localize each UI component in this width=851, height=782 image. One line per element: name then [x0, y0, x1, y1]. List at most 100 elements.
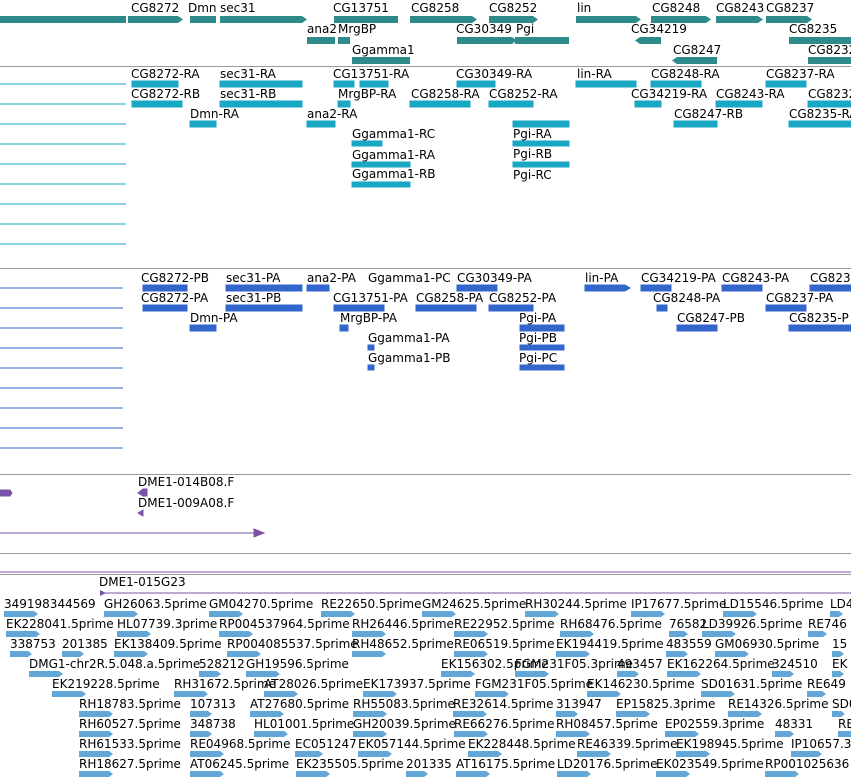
transcript-label[interactable]: lin-RA: [577, 67, 612, 81]
bac-clone[interactable]: [253, 528, 266, 538]
protein-label[interactable]: CG8272-PB: [141, 271, 210, 285]
est-label[interactable]: EK235505.5prime: [296, 757, 404, 771]
gene-bar[interactable]: [410, 16, 477, 23]
est-label[interactable]: EK138409.5prime: [114, 637, 222, 651]
est-arrow[interactable]: [666, 651, 688, 657]
est-label[interactable]: 348738: [190, 717, 236, 731]
est-label[interactable]: EK057144.5prime: [358, 737, 466, 751]
est-arrow[interactable]: [190, 751, 224, 757]
est-label[interactable]: RH26446.5prime: [352, 617, 454, 631]
gene-bar[interactable]: [0, 16, 126, 23]
est-label[interactable]: 313947: [556, 697, 602, 711]
gene-label[interactable]: CG8258: [411, 1, 460, 15]
gene-bar[interactable]: [651, 16, 711, 23]
est-arrow[interactable]: [475, 691, 509, 697]
gene-label[interactable]: CG8243: [716, 1, 765, 15]
est-arrow[interactable]: [209, 611, 243, 617]
est-arrow[interactable]: [454, 731, 488, 737]
est-label[interactable]: RE04968.5prime: [190, 737, 291, 751]
transcript-label[interactable]: CG8272-RA: [131, 67, 200, 81]
gene-label[interactable]: Dmn: [188, 1, 217, 15]
transcript-label[interactable]: CG13751-RA: [333, 67, 410, 81]
gene-bar[interactable]: [635, 37, 661, 44]
protein-label[interactable]: sec31-PA: [226, 271, 281, 285]
est-arrow[interactable]: [199, 671, 221, 677]
est-arrow[interactable]: [79, 731, 113, 737]
est-label[interactable]: RH61533.5prime: [79, 737, 181, 751]
est-label[interactable]: RH31672.5prime: [174, 677, 276, 691]
transcript-label[interactable]: ana2-RA: [307, 107, 358, 121]
est-clone-label[interactable]: DME1-015G23: [99, 575, 186, 589]
gene-bar[interactable]: [334, 16, 398, 23]
est-arrow[interactable]: [264, 691, 298, 697]
est-arrow[interactable]: [190, 771, 224, 777]
protein-label[interactable]: Dmn-PA: [190, 311, 238, 325]
est-arrow[interactable]: [353, 731, 387, 737]
est-arrow[interactable]: [246, 671, 280, 677]
est-arrow[interactable]: [556, 731, 590, 737]
est-arrow[interactable]: [616, 711, 650, 717]
est-label[interactable]: 15: [832, 637, 848, 651]
est-label[interactable]: RH55083.5prime: [353, 697, 455, 711]
gene-label[interactable]: CG34219: [631, 22, 687, 36]
est-arrow[interactable]: [406, 771, 428, 777]
est-arrow[interactable]: [656, 771, 690, 777]
est-label[interactable]: RH18627.5prime: [79, 757, 181, 771]
est-label[interactable]: IP17677.5prime: [631, 597, 727, 611]
est-arrow[interactable]: [557, 771, 591, 777]
est-arrow[interactable]: [254, 731, 288, 737]
est-arrow[interactable]: [577, 751, 611, 757]
est-label[interactable]: GM04270.5prime: [209, 597, 314, 611]
est-label[interactable]: 483559: [666, 637, 712, 651]
protein-label[interactable]: lin-PA: [585, 271, 619, 285]
est-label[interactable]: EK146230.5prime: [587, 677, 695, 691]
est-label[interactable]: EK: [832, 657, 848, 671]
est-label[interactable]: GM06930.5prime: [715, 637, 820, 651]
protein-label[interactable]: CG823: [810, 271, 851, 285]
gene-label[interactable]: CG8232: [808, 43, 851, 57]
est-label[interactable]: RE46339.5prime: [577, 737, 678, 751]
transcript-label[interactable]: CG8272-RB: [131, 87, 201, 101]
est-arrow[interactable]: [808, 631, 827, 637]
protein-label[interactable]: CG13751-PA: [333, 291, 408, 305]
est-label[interactable]: 76582: [669, 617, 708, 631]
est-label[interactable]: EK228448.5prime: [468, 737, 576, 751]
est-label[interactable]: RH30244.5prime: [525, 597, 627, 611]
est-label[interactable]: 338753: [10, 637, 56, 651]
gene-bar[interactable]: [576, 16, 641, 23]
gene-label[interactable]: CG8237: [766, 1, 815, 15]
est-label[interactable]: RH60527.5prime: [79, 717, 181, 731]
transcript-label[interactable]: sec31-RB: [220, 87, 277, 101]
est-label[interactable]: EC051247: [295, 737, 357, 751]
protein-label[interactable]: CG34219-PA: [641, 271, 716, 285]
est-label[interactable]: LD39926.5prime: [702, 617, 803, 631]
protein-label[interactable]: Pgi-PB: [519, 331, 557, 345]
est-arrow[interactable]: [560, 631, 594, 637]
est-label[interactable]: 48331: [775, 717, 814, 731]
est-arrow[interactable]: [353, 711, 387, 717]
est-label[interactable]: 493457: [617, 657, 663, 671]
protein-label[interactable]: ana2-PA: [307, 271, 356, 285]
est-label[interactable]: EK194419.5prime: [556, 637, 664, 651]
gene-label[interactable]: CG8248: [652, 1, 701, 15]
est-label[interactable]: FGM231F05.3prime: [515, 657, 634, 671]
gene-bar[interactable]: [672, 57, 717, 64]
est-label[interactable]: EP15825.3prime: [616, 697, 716, 711]
est-arrow[interactable]: [701, 691, 735, 697]
est-label[interactable]: EP02559.3prime: [665, 717, 765, 731]
bac-label[interactable]: DME1-014B08.F: [138, 475, 235, 489]
protein-label[interactable]: CG8247-PB: [677, 311, 746, 325]
est-arrow[interactable]: [587, 691, 621, 697]
est-label[interactable]: LD4: [830, 597, 851, 611]
est-arrow[interactable]: [667, 671, 701, 677]
est-label[interactable]: RE746: [808, 617, 847, 631]
est-label[interactable]: HL07739.3prime: [117, 617, 218, 631]
gene-bar[interactable]: [808, 57, 851, 64]
est-arrow[interactable]: [454, 631, 488, 637]
gene-label[interactable]: CG8272: [131, 1, 180, 15]
est-label[interactable]: RE22952.5prime: [454, 617, 555, 631]
est-label[interactable]: GH19596.5prime: [246, 657, 349, 671]
est-arrow[interactable]: [117, 631, 151, 637]
transcript-label[interactable]: CG8243-RA: [716, 87, 785, 101]
transcript-label[interactable]: MrgBP-RA: [338, 87, 397, 101]
